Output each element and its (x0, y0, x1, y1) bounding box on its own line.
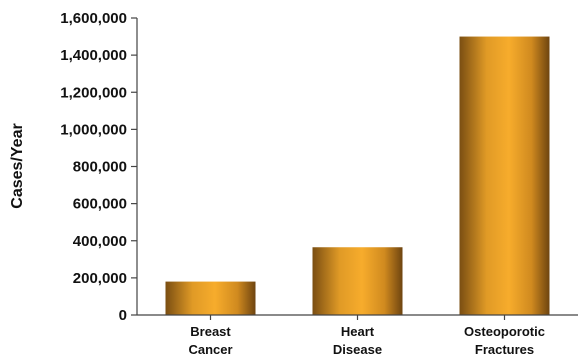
y-tick-label: 800,000 (73, 159, 127, 176)
x-tick-label: Heart (341, 324, 375, 339)
y-tick-label: 1,600,000 (60, 10, 127, 27)
bar (459, 36, 550, 315)
y-axis: 0 200,000 400,000 600,000 800,000 1,000,000 1,… (60, 10, 138, 324)
y-tick-label: 400,000 (73, 233, 127, 250)
bars (165, 36, 550, 315)
x-tick-label: Osteoporotic (464, 324, 545, 339)
x-tick-label: Breast (190, 324, 231, 339)
x-tick-label: Fractures (475, 342, 534, 357)
y-tick-label: 600,000 (73, 196, 127, 213)
x-axis: Breast Cancer Heart Disease Osteoporotic Frac… (137, 314, 578, 357)
y-tick-label: 1,200,000 (60, 84, 127, 101)
x-tick-label: Disease (333, 342, 382, 357)
bar (165, 281, 256, 315)
y-tick-label: 0 (119, 307, 127, 324)
y-tick-label: 200,000 (73, 270, 127, 287)
y-axis-label: Cases/Year (9, 123, 26, 208)
y-tick-label: 1,000,000 (60, 121, 127, 138)
x-tick-label: Cancer (188, 342, 232, 357)
y-tick-label: 1,400,000 (60, 47, 127, 64)
bar (312, 247, 403, 315)
